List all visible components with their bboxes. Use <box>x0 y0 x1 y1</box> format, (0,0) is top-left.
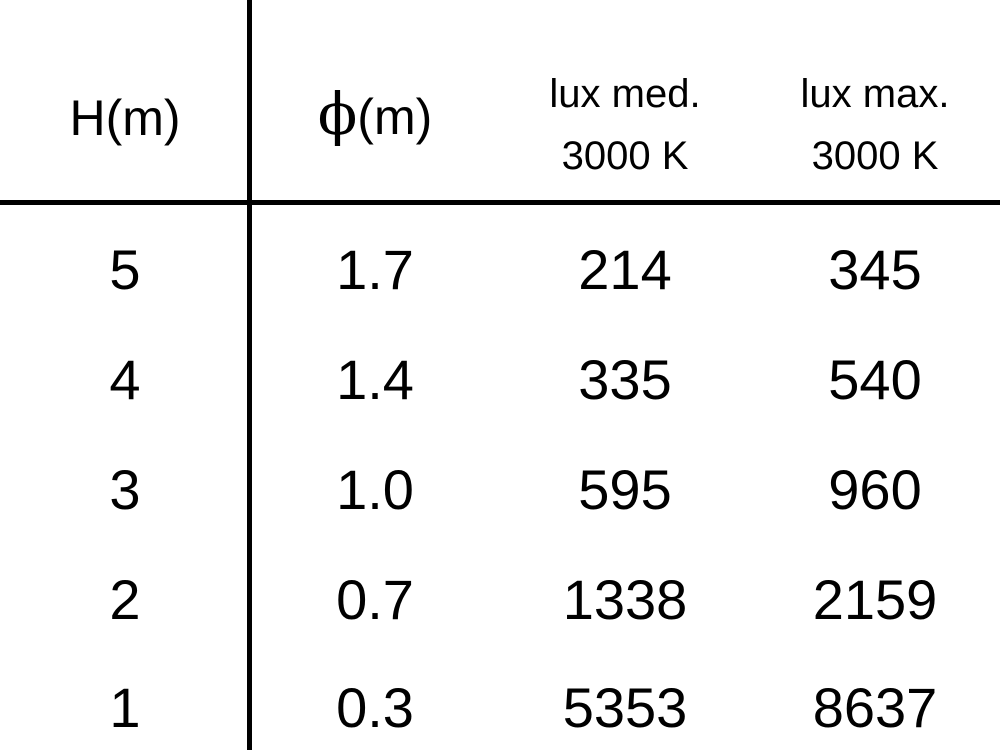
table-cell: 595 <box>578 458 672 521</box>
table-cell: 214 <box>578 238 672 301</box>
table-cell: 960 <box>828 458 922 521</box>
header-diameter-unit: (m) <box>357 89 433 145</box>
table-cell: 0.7 <box>336 568 414 631</box>
header-lux-med-temp: 3000 K <box>561 134 689 178</box>
header-lux-med-label: lux med. <box>549 72 701 116</box>
table-cell: 5353 <box>562 676 688 739</box>
table-cell: 1.4 <box>336 348 414 411</box>
table-cell: 1.7 <box>336 238 414 301</box>
header-lux-max-temp: 3000 K <box>811 134 939 178</box>
header-height: H(m) <box>69 90 181 146</box>
table-cell: 0.3 <box>336 676 414 739</box>
table-cell: 1338 <box>562 568 688 631</box>
table-cell: 1 <box>109 676 141 739</box>
header-diameter: ϕ(m) <box>250 84 500 147</box>
table-cell: 5 <box>109 238 141 301</box>
table-cell: 3 <box>109 458 141 521</box>
phi-symbol: ϕ <box>317 80 358 148</box>
table-cell: 1.0 <box>336 458 414 521</box>
header-lux-max: lux max. 3000 K <box>750 70 1000 180</box>
table-cell: 2159 <box>812 568 938 631</box>
header-lux-med: lux med. 3000 K <box>500 70 750 180</box>
column-divider <box>247 0 252 750</box>
header-lux-max-label: lux max. <box>800 72 950 116</box>
table-cell: 8637 <box>812 676 938 739</box>
table-cell: 540 <box>828 348 922 411</box>
table-cell: 335 <box>578 348 672 411</box>
table-cell: 2 <box>109 568 141 631</box>
table-cell: 4 <box>109 348 141 411</box>
table-cell: 345 <box>828 238 922 301</box>
header-divider <box>0 200 1000 205</box>
